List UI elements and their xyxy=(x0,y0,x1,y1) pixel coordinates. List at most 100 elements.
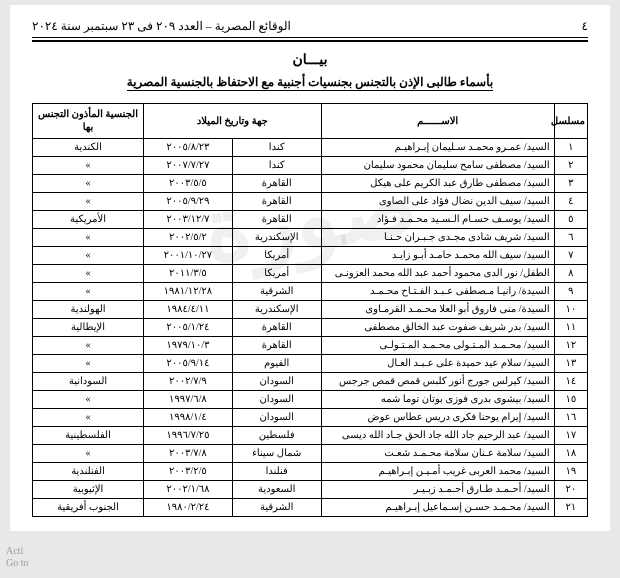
table-row: ٧السيد/ سيف الله محمـد حامـد أبـو زايـدأ… xyxy=(33,247,588,265)
cell-place: الإسكندرية xyxy=(232,301,321,319)
table-row: ١٢السيد/ محـمـد المـتـولى محـمـد المـتـو… xyxy=(33,337,588,355)
cell-nationality: » xyxy=(33,337,144,355)
cell-seq: ١٨ xyxy=(554,445,587,463)
cell-name: السيد/ إيرام يوحنا فكرى دريس عطاس عوض xyxy=(321,409,554,427)
col-nationality: الجنسية المأذون التجنس بها xyxy=(33,104,144,139)
cell-date: ٢٠٠٥/٩/٢٩ xyxy=(144,193,233,211)
table-row: ١١السيد/ بدر شريف صفوت عبد الخالق مصطفىا… xyxy=(33,319,588,337)
cell-date: ١٩٨٤/٤/١١ xyxy=(144,301,233,319)
cell-date: ٢٠٠٢/١/٦٨ xyxy=(144,481,233,499)
naturalization-table: مسلسل الاســــــم جهة وتاريخ الميلاد الج… xyxy=(32,103,588,517)
cell-seq: ١٦ xyxy=(554,409,587,427)
cell-seq: ٥ xyxy=(554,211,587,229)
cell-nationality: » xyxy=(33,355,144,373)
table-row: ٥السيد/ يوسـف حسـام الـسـيد محـمـد فـؤاد… xyxy=(33,211,588,229)
cell-seq: ٢٠ xyxy=(554,481,587,499)
cell-seq: ١٧ xyxy=(554,427,587,445)
cell-place: فنلندا xyxy=(232,463,321,481)
header-rule xyxy=(32,40,588,42)
cell-place: السودان xyxy=(232,391,321,409)
cell-date: ٢٠٠١/١٠/٢٧ xyxy=(144,247,233,265)
page-number: ٤ xyxy=(582,19,588,34)
cell-nationality: » xyxy=(33,391,144,409)
cell-date: ٢٠٠٥/١/٢٤ xyxy=(144,319,233,337)
cell-name: السيد/ أحـمـد طـارق أحـمـد زبـيـر xyxy=(321,481,554,499)
table-row: ١٨السيد/ سلامة عـنان سلامة محـمـد شعـتشم… xyxy=(33,445,588,463)
cell-seq: ١١ xyxy=(554,319,587,337)
cell-seq: ١٩ xyxy=(554,463,587,481)
cell-name: السيد/ يوسـف حسـام الـسـيد محـمـد فـؤاد xyxy=(321,211,554,229)
cell-date: ٢٠٠٢/٥/٢ xyxy=(144,229,233,247)
cell-nationality: » xyxy=(33,193,144,211)
cell-date: ٢٠٠٣/٢/٥ xyxy=(144,463,233,481)
gazette-page: صورة ٤ الوقائع المصرية – العدد ٢٠٩ فى ٢٣… xyxy=(10,5,610,531)
cell-place: القاهرة xyxy=(232,319,321,337)
table-row: ٦السيد/ شريف شادى مجـدى جـبـران حـنـاالإ… xyxy=(33,229,588,247)
cell-date: ٢٠٠٧/٧/٢٧ xyxy=(144,157,233,175)
windows-activate-hint: Acti Go to xyxy=(6,546,29,570)
cell-seq: ٢١ xyxy=(554,499,587,517)
table-row: ١السيد/ عمـرو محمـد سـليمان إبـراهيـمكند… xyxy=(33,139,588,157)
cell-name: السيد/ بدر شريف صفوت عبد الخالق مصطفى xyxy=(321,319,554,337)
cell-date: ٢٠١١/٣/٥ xyxy=(144,265,233,283)
cell-date: ١٩٨١/١٢/٢٨ xyxy=(144,283,233,301)
cell-seq: ١٣ xyxy=(554,355,587,373)
cell-seq: ٨ xyxy=(554,265,587,283)
cell-name: السيد/ محـمـد حسـن إسـماعيل إبـراهيـم xyxy=(321,499,554,517)
cell-date: ٢٠٠٣/٥/٥ xyxy=(144,175,233,193)
table-row: ٤السيد/ سيف الدين نضال فؤاد على الصاوىال… xyxy=(33,193,588,211)
cell-name: السيدة/ رانيـا مـصطفى عـبـد الفـتـاح محـ… xyxy=(321,283,554,301)
cell-nationality: الإيطالية xyxy=(33,319,144,337)
cell-date: ٢٠٠٣/١٢/٧ xyxy=(144,211,233,229)
cell-date: ٢٠٠٣/٧/٨ xyxy=(144,445,233,463)
cell-nationality: الفنلندية xyxy=(33,463,144,481)
cell-date: ٢٠٠٥/٩/١٤ xyxy=(144,355,233,373)
cell-nationality: الجنوب أفريقية xyxy=(33,499,144,517)
table-row: ٢٠السيد/ أحـمـد طـارق أحـمـد زبـيـرالسعو… xyxy=(33,481,588,499)
cell-nationality: » xyxy=(33,229,144,247)
table-header-row: مسلسل الاســــــم جهة وتاريخ الميلاد الج… xyxy=(33,104,588,139)
cell-seq: ١٥ xyxy=(554,391,587,409)
table-row: ٩السيدة/ رانيـا مـصطفى عـبـد الفـتـاح مح… xyxy=(33,283,588,301)
cell-seq: ٧ xyxy=(554,247,587,265)
table-row: ٨الطفل/ نور الدى محمود أحمد عبد الله محم… xyxy=(33,265,588,283)
cell-place: شمال سيناء xyxy=(232,445,321,463)
table-row: ١٩السيد/ محمد العربى غريب أمـيـن إبـراهي… xyxy=(33,463,588,481)
cell-place: القاهرة xyxy=(232,175,321,193)
cell-nationality: » xyxy=(33,265,144,283)
cell-date: ١٩٩٧/٦/٨ xyxy=(144,391,233,409)
cell-place: السعودية xyxy=(232,481,321,499)
cell-seq: ٢ xyxy=(554,157,587,175)
col-seq: مسلسل xyxy=(554,104,587,139)
cell-seq: ٤ xyxy=(554,193,587,211)
cell-seq: ٣ xyxy=(554,175,587,193)
cell-name: السيد/ سيف الله محمـد حامـد أبـو زايـد xyxy=(321,247,554,265)
table-row: ١٧السيد/ عبد الرحيم جاد الله جاد الحق جـ… xyxy=(33,427,588,445)
cell-nationality: » xyxy=(33,175,144,193)
table-row: ٣السيد/ مصطفى طارق عبد الكريم على هيكلال… xyxy=(33,175,588,193)
cell-nationality: الأمريكية xyxy=(33,211,144,229)
cell-place: كندا xyxy=(232,157,321,175)
cell-place: السودان xyxy=(232,373,321,391)
cell-name: السيد/ بيشوى بدرى فوزى بوتان توما شمه xyxy=(321,391,554,409)
cell-place: فلسطين xyxy=(232,427,321,445)
col-name: الاســــــم xyxy=(321,104,554,139)
table-row: ٢١السيد/ محـمـد حسـن إسـماعيل إبـراهيـم ا… xyxy=(33,499,588,517)
gazette-title: الوقائع المصرية – العدد ٢٠٩ فى ٢٣ سبتمبر… xyxy=(32,19,291,34)
table-row: ٢السيد/ مصطفى سامح سليمان محمود سليمانكن… xyxy=(33,157,588,175)
cell-name: السيد/ عمـرو محمـد سـليمان إبـراهيـم xyxy=(321,139,554,157)
cell-seq: ١٢ xyxy=(554,337,587,355)
cell-place: السودان xyxy=(232,409,321,427)
cell-nationality: » xyxy=(33,283,144,301)
cell-name: السيدة/ منى فاروق أبو العلا محـمـد القرم… xyxy=(321,301,554,319)
table-row: ١٣السيد/ سلام عيد حميدة على عـبـد العـال… xyxy=(33,355,588,373)
cell-name: السيد/ مصطفى سامح سليمان محمود سليمان xyxy=(321,157,554,175)
table-row: ١٤السيد/ كيرلس جورج أنور كلبس قمص قمص جر… xyxy=(33,373,588,391)
table-row: ١٦السيد/ إيرام يوحنا فكرى دريس عطاس عوضا… xyxy=(33,409,588,427)
cell-date: ٢٠٠٢/٧/٩ xyxy=(144,373,233,391)
cell-seq: ١ xyxy=(554,139,587,157)
cell-name: السيد/ محمد العربى غريب أمـيـن إبـراهيـم xyxy=(321,463,554,481)
cell-place: الفيوم xyxy=(232,355,321,373)
cell-name: الطفل/ نور الدى محمود أحمد عبد الله محمد… xyxy=(321,265,554,283)
cell-nationality: » xyxy=(33,409,144,427)
